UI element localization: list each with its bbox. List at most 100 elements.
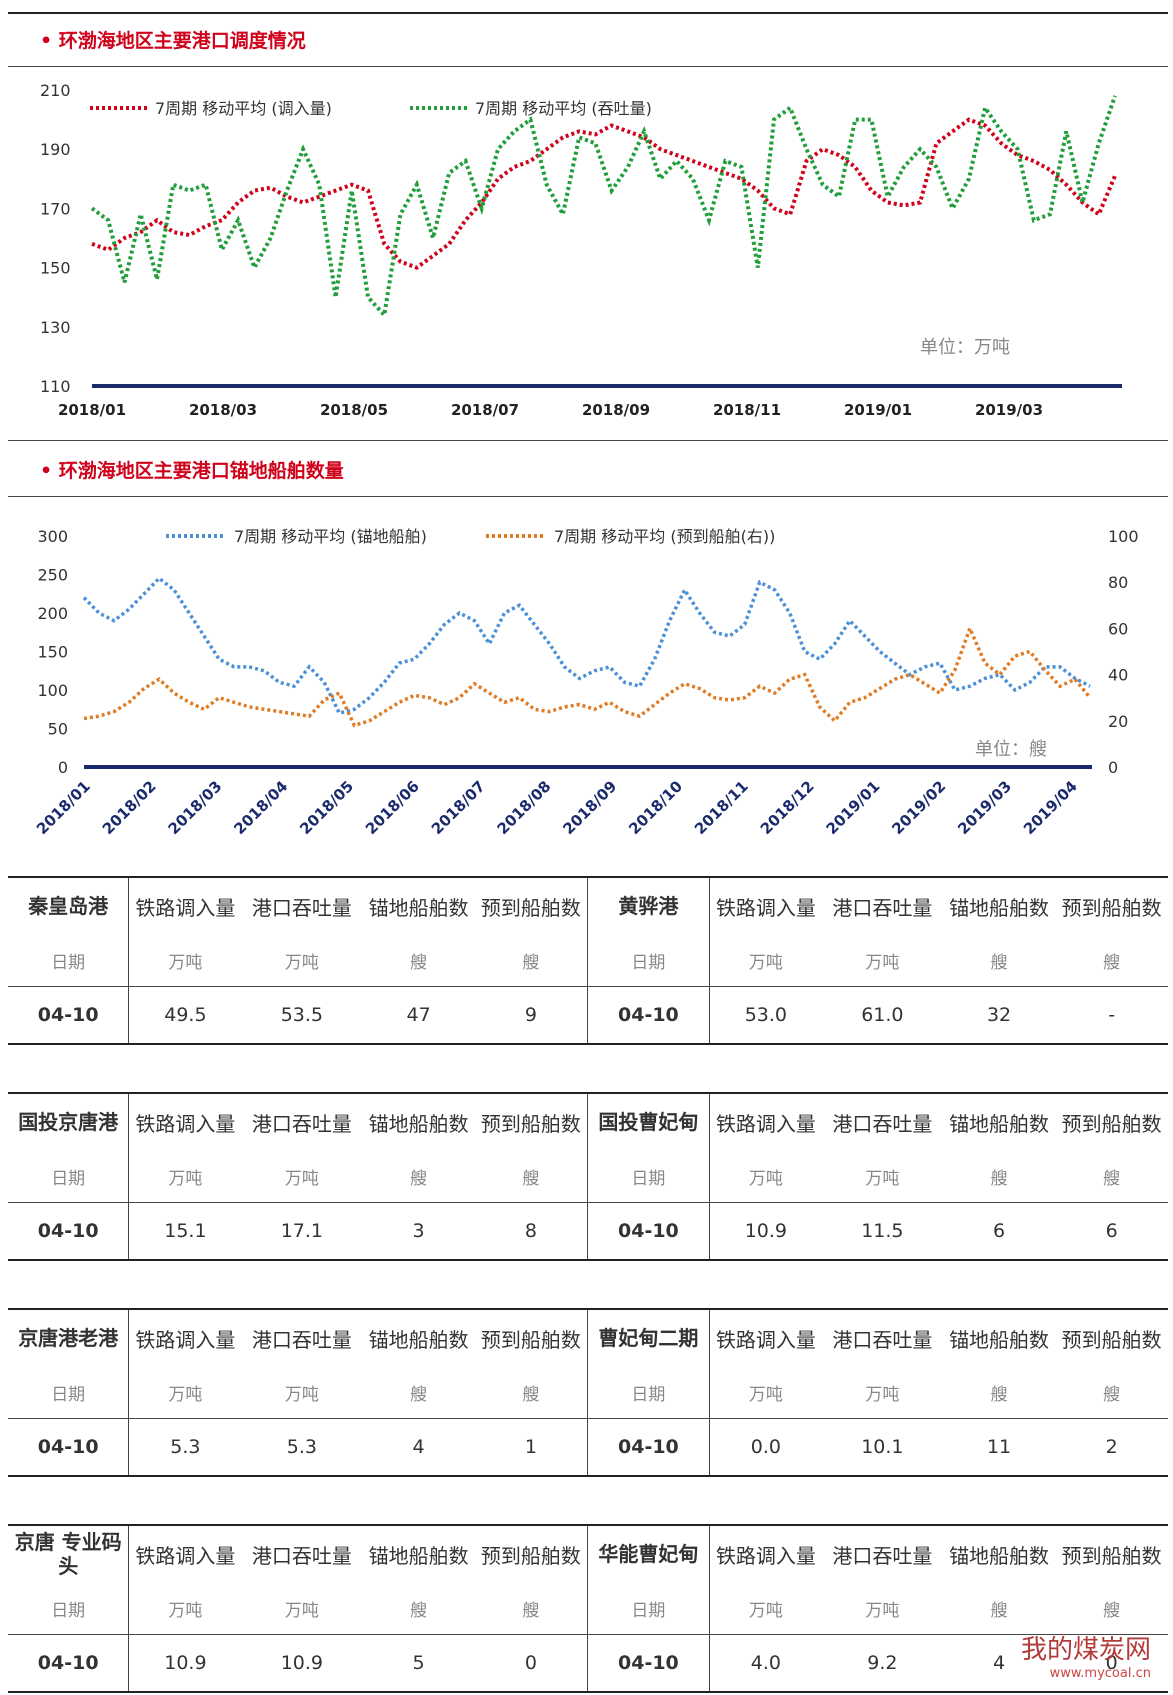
column-header: 港口吞吐量 xyxy=(832,1543,933,1568)
unit-label: 万吨 xyxy=(708,1150,822,1203)
port-table: 京唐 专业码头 铁路调入量 港口吞吐量 锚地船舶数 预到船舶数 华能曹妃甸 铁路调入量 港口吞… xyxy=(8,1524,1168,1693)
x-tick: 2018/10 xyxy=(625,777,686,838)
y-right-tick-label: 100 xyxy=(1108,527,1139,546)
x-tick-label: 2019/04 xyxy=(1020,777,1081,838)
unit-label: 万吨 xyxy=(128,1582,242,1635)
value-cell: 2 xyxy=(1055,1418,1168,1476)
date-cell: 04-10 xyxy=(586,1418,710,1476)
unit-label: 艘 xyxy=(522,952,540,973)
x-tick-label: 2018/01 xyxy=(58,401,126,419)
series-line-0 xyxy=(82,575,1091,716)
unit-label: 艘 xyxy=(1103,952,1121,973)
y-left-tick-label: 200 xyxy=(37,604,68,623)
value-cell: 4 xyxy=(942,1634,1056,1692)
value-cell: 5.3 xyxy=(241,1418,363,1476)
date-cell: 04-10 xyxy=(8,986,129,1044)
x-tick-label: 2018/10 xyxy=(625,777,686,838)
unit-label: 艘 xyxy=(522,1384,540,1405)
unit-label: 日期 xyxy=(586,934,710,987)
port-name: 秦皇岛港 xyxy=(28,894,109,918)
x-tick-label: 2018/01 xyxy=(33,777,94,838)
port-name: 华能曹妃甸 xyxy=(586,1525,710,1582)
legend-label-inflow: 7周期 移动平均 (调入量) xyxy=(155,99,332,118)
date-cell: 04-10 xyxy=(8,1634,129,1692)
column-header: 预到船舶数 xyxy=(480,1111,581,1136)
unit-label: 万吨 xyxy=(865,1600,900,1621)
legend-label-expected: 7周期 移动平均 (预到船舶(右)) xyxy=(554,527,775,546)
unit-label: 艘 xyxy=(990,1168,1008,1189)
value-cell: 11 xyxy=(942,1418,1056,1476)
unit-label: 艘 xyxy=(990,1600,1008,1621)
watermark-sub: www.mycoal.cn xyxy=(1049,1666,1151,1681)
section1-title: • 环渤海地区主要港口调度情况 xyxy=(40,30,306,52)
value-cell: 4.0 xyxy=(708,1634,822,1692)
unit-label: 日期 xyxy=(586,1366,710,1419)
x-tick-label: 2018/11 xyxy=(691,777,752,838)
unit-label: 万吨 xyxy=(284,1168,319,1189)
unit-label: 万吨 xyxy=(865,1384,900,1405)
value-cell: 6 xyxy=(1055,1202,1168,1260)
unit-label: 万吨 xyxy=(708,1366,822,1419)
unit-label: 万吨 xyxy=(128,1150,242,1203)
column-header: 港口吞吐量 xyxy=(251,1111,352,1136)
column-header: 预到船舶数 xyxy=(1061,1111,1162,1136)
value-cell: 61.0 xyxy=(821,986,943,1044)
value-cell: 9 xyxy=(474,986,588,1044)
column-header: 港口吞吐量 xyxy=(832,1111,933,1136)
unit-label: 万吨 xyxy=(708,934,822,987)
column-header: 铁路调入量 xyxy=(128,877,242,934)
unit-label: 日期 xyxy=(51,1168,86,1189)
y-tick-label: 170 xyxy=(40,199,71,218)
column-header: 港口吞吐量 xyxy=(832,895,933,920)
legend-label-anchored: 7周期 移动平均 (锚地船舶) xyxy=(234,527,427,546)
unit-label: 艘 xyxy=(522,1168,540,1189)
column-header: 预到船舶数 xyxy=(1061,1543,1162,1568)
unit-label: 艘 xyxy=(522,1600,540,1621)
port-table: 秦皇岛港 铁路调入量 港口吞吐量 锚地船舶数 预到船舶数 黄骅港 铁路调入量 港口吞吐量 锚地船… xyxy=(8,876,1168,1045)
value-cell: 10.1 xyxy=(821,1418,943,1476)
column-header: 锚地船舶数 xyxy=(949,1111,1050,1136)
x-tick-label: 2018/07 xyxy=(451,401,519,419)
column-header: 铁路调入量 xyxy=(128,1093,242,1150)
x-tick-label: 2018/03 xyxy=(189,401,257,419)
column-header: 港口吞吐量 xyxy=(251,895,352,920)
x-tick-label: 2019/03 xyxy=(975,401,1043,419)
date-cell: 04-10 xyxy=(586,986,710,1044)
x-tick: 2018/02 xyxy=(99,777,160,838)
y-right-tick-label: 80 xyxy=(1108,573,1128,592)
value-cell: 17.1 xyxy=(241,1202,363,1260)
column-header: 预到船舶数 xyxy=(1061,1327,1162,1352)
chart-dispatch: 110 130 150 170 190 210 2018/01 2018/03 2018/05… xyxy=(40,81,1122,419)
value-cell: 1 xyxy=(474,1418,588,1476)
column-header: 预到船舶数 xyxy=(480,1327,581,1352)
x-tick: 2019/02 xyxy=(888,777,949,838)
value-cell: - xyxy=(1055,986,1168,1044)
x-tick-label: 2018/11 xyxy=(713,401,781,419)
y-left-tick-label: 50 xyxy=(48,720,68,739)
x-tick: 2018/07 xyxy=(428,777,489,838)
column-header: 港口吞吐量 xyxy=(251,1327,352,1352)
column-header: 预到船舶数 xyxy=(480,895,581,920)
value-cell: 49.5 xyxy=(128,986,242,1044)
section1-rule xyxy=(8,66,1168,67)
y-left-tick-label: 300 xyxy=(37,527,68,546)
column-header: 锚地船舶数 xyxy=(949,1327,1050,1352)
unit-label: 艘 xyxy=(410,952,428,973)
unit-label: 万吨 xyxy=(128,934,242,987)
date-cell: 04-10 xyxy=(586,1634,710,1692)
x-tick: 2018/11 xyxy=(691,777,752,838)
date-cell: 04-10 xyxy=(8,1418,129,1476)
column-header: 铁路调入量 xyxy=(708,1525,822,1582)
unit-label: 艘 xyxy=(410,1600,428,1621)
x-tick: 2018/08 xyxy=(494,777,555,838)
column-header: 铁路调入量 xyxy=(128,1525,242,1582)
unit-label: 万吨 xyxy=(284,1600,319,1621)
x-tick-label: 2018/07 xyxy=(428,777,489,838)
x-tick-label: 2019/01 xyxy=(844,401,912,419)
x-tick: 2018/05 xyxy=(296,777,357,838)
series-line-0 xyxy=(91,117,1117,270)
column-header: 锚地船舶数 xyxy=(949,895,1050,920)
unit-label: 万吨 xyxy=(865,952,900,973)
section2-title: • 环渤海地区主要港口锚地船舶数量 xyxy=(40,460,344,482)
